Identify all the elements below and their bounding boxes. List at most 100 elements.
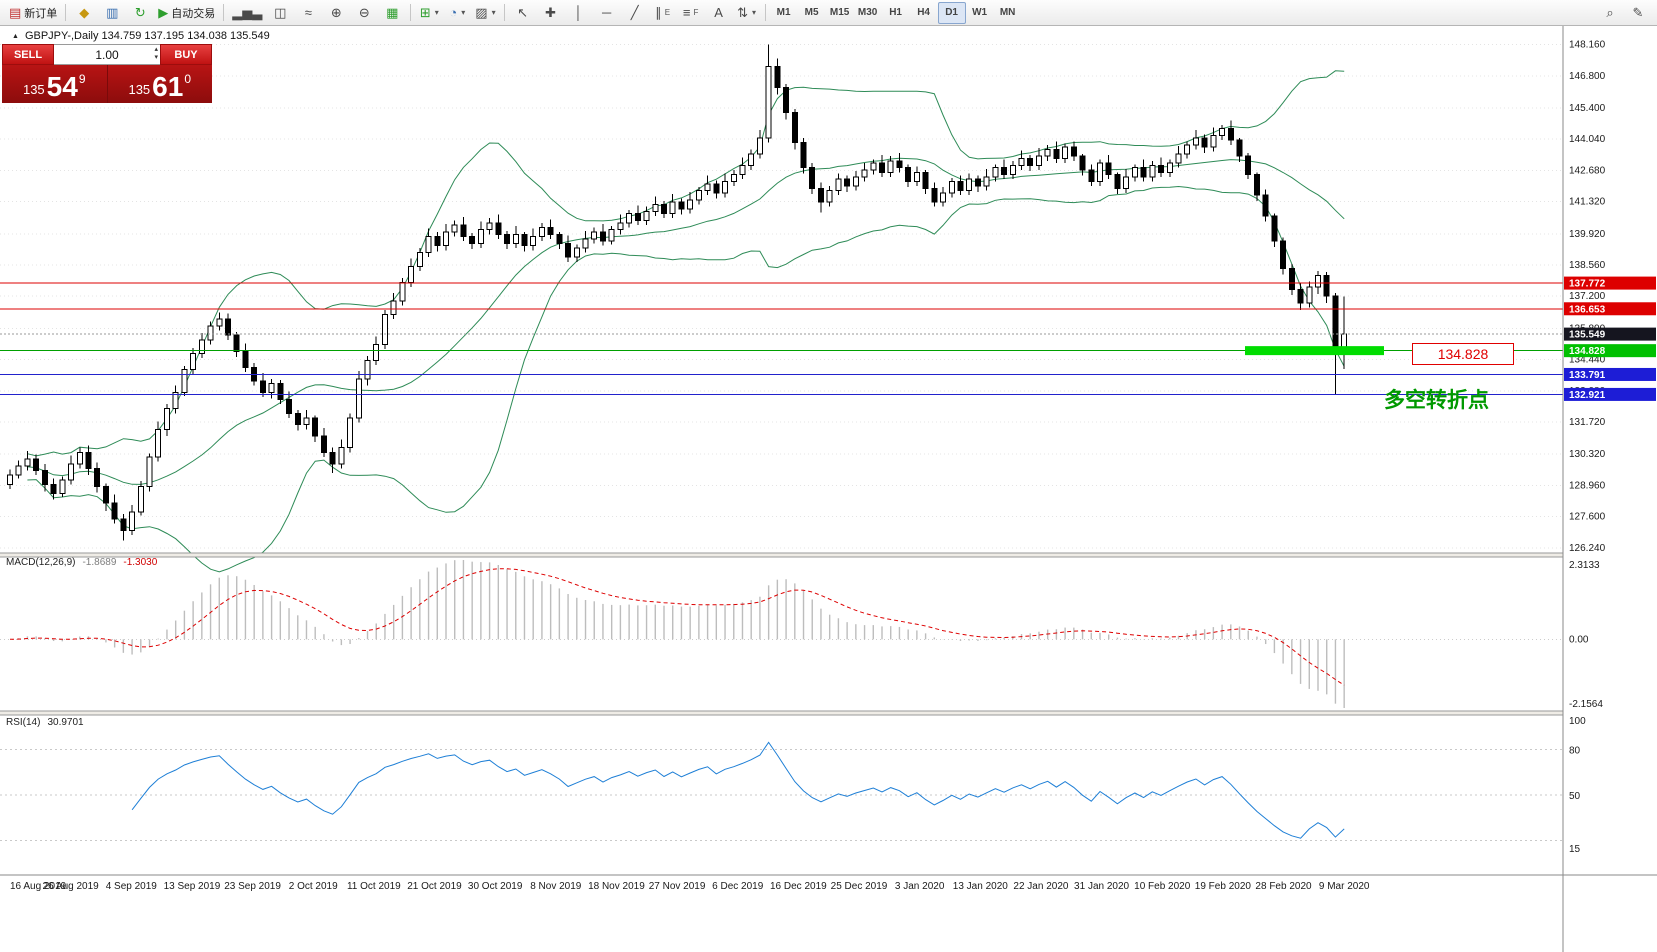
candle-down xyxy=(1201,137,1208,148)
market-watch-icon: ▥ xyxy=(106,5,119,20)
bollinger-middle xyxy=(27,157,1345,485)
new-order-button[interactable]: ▤ 新订单 xyxy=(5,2,61,24)
timeframe-m30[interactable]: M30 xyxy=(857,7,878,18)
periods-button[interactable]: ◔ ▾ xyxy=(443,2,471,24)
candle-up xyxy=(913,171,920,182)
candle-up xyxy=(1044,148,1051,157)
line-chart-icon: ≈ xyxy=(304,5,312,20)
panel-separator[interactable] xyxy=(0,711,1657,715)
candle-down xyxy=(242,350,249,368)
candle-up xyxy=(347,417,354,449)
buy-button[interactable]: BUY xyxy=(160,44,212,65)
price-callout-box[interactable]: 134.828 xyxy=(1412,343,1514,365)
candle-up xyxy=(538,226,545,238)
cursor-button[interactable]: ↖ xyxy=(509,2,537,24)
horizontal-line-button[interactable]: ─ xyxy=(593,2,621,24)
bar-chart-button[interactable]: ▂▅▃ xyxy=(228,2,266,24)
line-chart-button[interactable]: ≈ xyxy=(294,2,322,24)
date-axis-label: 25 Dec 2019 xyxy=(831,881,888,892)
zoom-out-button[interactable]: ⊖ xyxy=(350,2,378,24)
timeframe-m5[interactable]: M5 xyxy=(804,7,819,18)
candle-down xyxy=(1114,174,1121,189)
candle-up xyxy=(408,265,415,283)
refresh-button[interactable]: ↻ xyxy=(126,2,154,24)
candle-up xyxy=(940,192,947,203)
candle-up xyxy=(582,238,589,249)
candle-down xyxy=(469,236,476,244)
oneclick-collapse-icon[interactable]: ▲ xyxy=(12,32,19,40)
search-button[interactable]: ⌕ xyxy=(1596,2,1624,24)
date-axis-label: 18 Nov 2019 xyxy=(588,881,645,892)
indicators-icon: ⊞ xyxy=(419,5,431,20)
tile-windows-button[interactable]: ▦ xyxy=(378,2,406,24)
timeframe-w1[interactable]: W1 xyxy=(972,7,988,18)
vertical-line-button[interactable]: │ xyxy=(565,2,593,24)
stepper-up-icon[interactable]: ▴ xyxy=(154,46,158,53)
price-tag xyxy=(1564,344,1656,358)
timeframe-m1[interactable]: M1 xyxy=(776,7,791,18)
volume-field[interactable]: 1.00 ▴ ▾ xyxy=(54,44,160,65)
date-axis-label: 10 Feb 2020 xyxy=(1134,881,1191,892)
candle-up xyxy=(1018,158,1025,166)
fibonacci-button[interactable]: ≡ F xyxy=(677,2,705,24)
timeframe-mn[interactable]: MN xyxy=(999,7,1016,18)
text-button[interactable]: A xyxy=(705,2,733,24)
date-axis-label: 2 Oct 2019 xyxy=(289,881,338,892)
date-axis-label: 13 Jan 2020 xyxy=(953,881,1008,892)
date-axis-label: 3 Jan 2020 xyxy=(895,881,945,892)
date-axis-label: 16 Dec 2019 xyxy=(770,881,827,892)
macd-axis-label: 0.00 xyxy=(1569,634,1589,645)
timeframe-d1[interactable]: D1 xyxy=(937,1,966,24)
channel-button[interactable]: ∥ E xyxy=(649,2,677,24)
sell-price[interactable]: 135 54 9 xyxy=(2,65,108,103)
panel-separator[interactable] xyxy=(0,553,1657,557)
date-axis-label: 22 Jan 2020 xyxy=(1013,881,1068,892)
channel-icon: ∥ xyxy=(655,5,662,20)
edit-button[interactable]: ✎ xyxy=(1624,2,1652,24)
cursor-icon: ↖ xyxy=(517,5,529,20)
stepper-down-icon[interactable]: ▾ xyxy=(154,54,158,61)
date-axis-label: 13 Sep 2019 xyxy=(164,881,221,892)
candle-down xyxy=(1027,158,1034,166)
candlestick-chart-button[interactable]: ◫ xyxy=(266,2,294,24)
zoom-in-button[interactable]: ⊕ xyxy=(322,2,350,24)
date-axis-label: 4 Sep 2019 xyxy=(106,881,158,892)
buy-price[interactable]: 135 61 0 xyxy=(108,65,213,103)
sell-price-prefix: 135 xyxy=(22,82,45,97)
candle-up xyxy=(992,167,999,178)
price-axis-label: 145.400 xyxy=(1569,103,1606,114)
templates-button[interactable]: ▨ ▾ xyxy=(471,2,499,24)
indicators-button[interactable]: ⊞ ▾ xyxy=(415,2,443,24)
candle-down xyxy=(329,451,336,465)
crosshair-button[interactable]: ✚ xyxy=(537,2,565,24)
chart-window-button[interactable]: ◆ xyxy=(70,2,98,24)
volume-stepper[interactable]: ▴ ▾ xyxy=(154,46,158,62)
sell-button[interactable]: SELL xyxy=(2,44,54,65)
turning-point-label[interactable]: 多空转折点 xyxy=(1384,389,1489,412)
rsi-axis-label: 100 xyxy=(1569,716,1586,727)
candle-down xyxy=(521,233,528,247)
candle-up xyxy=(443,231,449,247)
price-tag-label: 135.549 xyxy=(1569,330,1606,341)
date-axis-label: 27 Nov 2019 xyxy=(649,881,706,892)
price-tag xyxy=(1564,327,1656,341)
chart-title-text: GBPJPY-,Daily 134.759 137.195 134.038 13… xyxy=(24,30,270,42)
candle-up xyxy=(364,359,371,380)
price-axis-label: 137.200 xyxy=(1569,291,1606,302)
trendline-button[interactable]: ╱ xyxy=(621,2,649,24)
candle-down xyxy=(1323,275,1330,297)
candle-up xyxy=(852,176,859,187)
price-scale[interactable]: 148.160 146.800 145.400 144.040 142.680 141.3… xyxy=(1562,26,1657,952)
candle-up xyxy=(608,229,615,242)
arrows-button[interactable]: ⇅ ▾ xyxy=(733,2,761,24)
market-watch-button[interactable]: ▥ xyxy=(98,2,126,24)
timeframe-h4[interactable]: H4 xyxy=(917,7,930,18)
auto-trading-button[interactable]: ▶ 自动交易 xyxy=(154,2,219,24)
candle-up xyxy=(137,486,144,513)
timeframe-h1[interactable]: H1 xyxy=(889,7,902,18)
timeframe-m15[interactable]: M15 xyxy=(829,7,850,18)
date-axis-label: 26 Aug 2019 xyxy=(43,881,100,892)
candle-up xyxy=(68,463,75,481)
